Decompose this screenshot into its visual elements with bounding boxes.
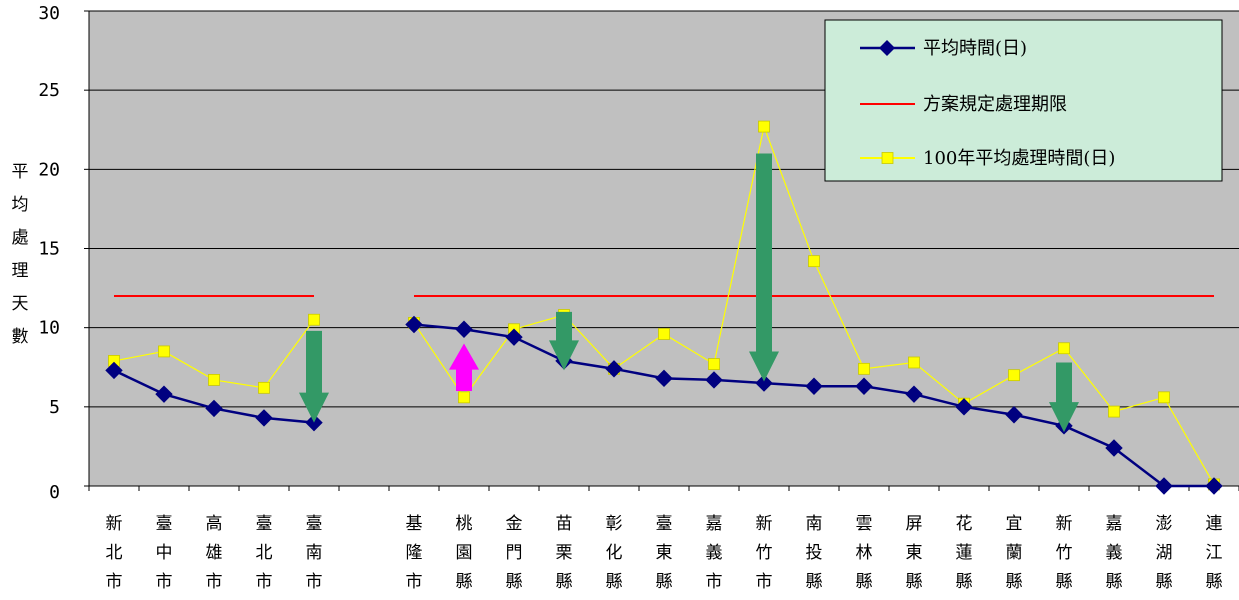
- x-tick-label: 新竹市: [756, 514, 773, 592]
- data-point: [1108, 405, 1120, 418]
- y-tick-label: 5: [49, 397, 60, 418]
- data-point: [255, 409, 273, 427]
- arrow: [299, 330, 329, 423]
- data-point: [1008, 369, 1020, 382]
- legend-marker: [879, 40, 895, 56]
- data-point: [155, 385, 173, 403]
- data-point: [658, 328, 670, 340]
- y-tick-label: 20: [38, 159, 60, 180]
- x-tick-label: 基隆市: [406, 514, 423, 592]
- x-tick-label: 嘉義縣: [1106, 514, 1123, 592]
- data-point: [1058, 342, 1070, 355]
- data-point: [458, 391, 470, 404]
- y-tick-label: 15: [38, 239, 60, 260]
- data-point: [308, 313, 320, 326]
- arrow: [1049, 362, 1079, 433]
- x-tick-label: 雲林縣: [856, 514, 873, 592]
- x-tick-label: 南投縣: [806, 514, 823, 592]
- data-point: [1158, 391, 1170, 404]
- data-point: [758, 120, 770, 133]
- data-point: [208, 374, 220, 386]
- data-point: [258, 381, 270, 394]
- y-tick-label: 10: [38, 318, 60, 339]
- data-point: [205, 399, 223, 418]
- x-tick-label: 苗栗縣: [556, 514, 573, 592]
- data-point: [905, 385, 923, 403]
- y-axis-label: 平均處理天數: [12, 162, 29, 347]
- x-tick-label: 屏東縣: [906, 514, 923, 592]
- series-layer: [105, 120, 1223, 495]
- data-point: [105, 361, 123, 380]
- data-point: [1005, 406, 1023, 424]
- data-point: [855, 377, 873, 395]
- arrow: [549, 311, 579, 371]
- x-tick-label: 臺南市: [306, 514, 323, 592]
- x-tick-label: 臺東縣: [656, 514, 673, 592]
- data-point: [1105, 439, 1123, 457]
- data-point: [158, 345, 170, 358]
- data-point: [405, 315, 423, 334]
- data-point: [605, 360, 623, 378]
- arrow-annotations: [299, 153, 1079, 433]
- data-point: [808, 255, 820, 268]
- data-point: [1155, 477, 1173, 495]
- arrow: [749, 153, 779, 382]
- y-tick-label: 30: [38, 3, 60, 24]
- data-point: [455, 320, 473, 338]
- data-point: [505, 328, 523, 346]
- legend-marker: [881, 152, 894, 164]
- arrow: [449, 343, 479, 391]
- x-axis: 新北市 臺中市 高雄市 臺北市 臺南市 基隆市 桃園縣 金門縣 苗栗縣 彰化縣 臺東縣 嘉義市 新竹市 南…: [88, 485, 1239, 592]
- y-tick-label: 0: [49, 482, 60, 503]
- legend-label: 方案規定處理期限: [923, 94, 1067, 115]
- x-tick-label: 宜蘭縣: [1006, 514, 1023, 592]
- x-tick-label: 臺北市: [256, 514, 273, 592]
- x-tick-label: 臺中市: [156, 514, 173, 592]
- data-point: [705, 371, 723, 389]
- y-axis-title: 平均處理天數: [12, 162, 29, 347]
- x-tick-label: 金門縣: [506, 514, 523, 592]
- x-tick-label: 澎湖縣: [1156, 514, 1173, 592]
- data-point: [655, 369, 673, 388]
- x-tick-label: 新北市: [106, 514, 123, 592]
- legend-label: 平均時間(日): [923, 38, 1027, 59]
- data-point: [708, 358, 720, 370]
- data-point: [955, 398, 973, 416]
- legend: 平均時間(日) 方案規定處理期限 100年平均處理時間(日): [824, 19, 1223, 182]
- series-1: [105, 315, 1223, 495]
- data-point: [1205, 477, 1223, 495]
- x-tick-label: 嘉義市: [706, 514, 723, 592]
- y-axis: 0 5 10 15 20 25 30: [38, 3, 90, 503]
- x-tick-label: 新竹縣: [1056, 514, 1073, 592]
- x-tick-label: 花蓮縣: [956, 514, 973, 592]
- data-point: [805, 377, 823, 395]
- legend-label: 100年平均處理時間(日): [923, 148, 1115, 169]
- data-point: [755, 374, 773, 392]
- x-tick-label: 桃園縣: [456, 514, 473, 592]
- data-point: [858, 362, 870, 375]
- x-tick-label: 連江縣: [1206, 514, 1223, 592]
- data-point: [908, 356, 920, 369]
- x-tick-label: 高雄市: [206, 514, 223, 592]
- x-tick-label: 彰化縣: [606, 514, 623, 592]
- y-tick-label: 25: [38, 80, 60, 101]
